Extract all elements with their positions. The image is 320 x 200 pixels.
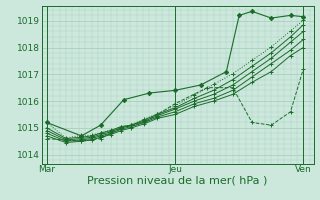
X-axis label: Pression niveau de la mer( hPa ): Pression niveau de la mer( hPa ) (87, 176, 268, 186)
